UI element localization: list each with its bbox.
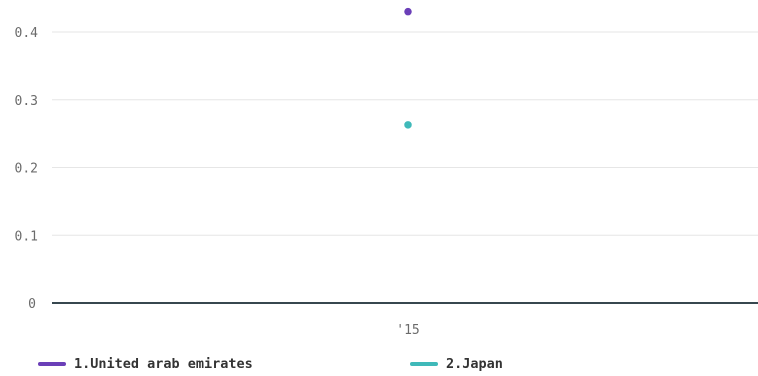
- legend-item-uae[interactable]: 1.United arab emirates: [38, 356, 253, 372]
- y-tick-label: 0.1: [15, 229, 38, 244]
- legend-swatch-japan: [410, 362, 438, 366]
- x-axis-ticks: '15: [396, 323, 419, 338]
- y-tick-label: 0.4: [15, 26, 39, 41]
- gridlines: [52, 31, 758, 236]
- legend-item-japan[interactable]: 2.Japan: [410, 356, 503, 372]
- legend-swatch-uae: [38, 362, 66, 366]
- chart: 0 0.1 0.2 0.3 0.4 '15: [15, 6, 758, 338]
- legend-label-japan: 2.Japan: [446, 356, 503, 372]
- y-axis-ticks: 0 0.1 0.2 0.3 0.4: [15, 26, 39, 312]
- x-tick-label: '15: [396, 323, 419, 338]
- legend-label-uae: 1.United arab emirates: [74, 356, 253, 372]
- y-tick-label: 0: [28, 297, 36, 312]
- data-points: [402, 6, 414, 131]
- y-tick-label: 0.2: [15, 162, 38, 177]
- data-point-japan[interactable]: [402, 119, 414, 131]
- y-tick-label: 0.3: [15, 94, 38, 109]
- data-point-uae[interactable]: [402, 6, 414, 17]
